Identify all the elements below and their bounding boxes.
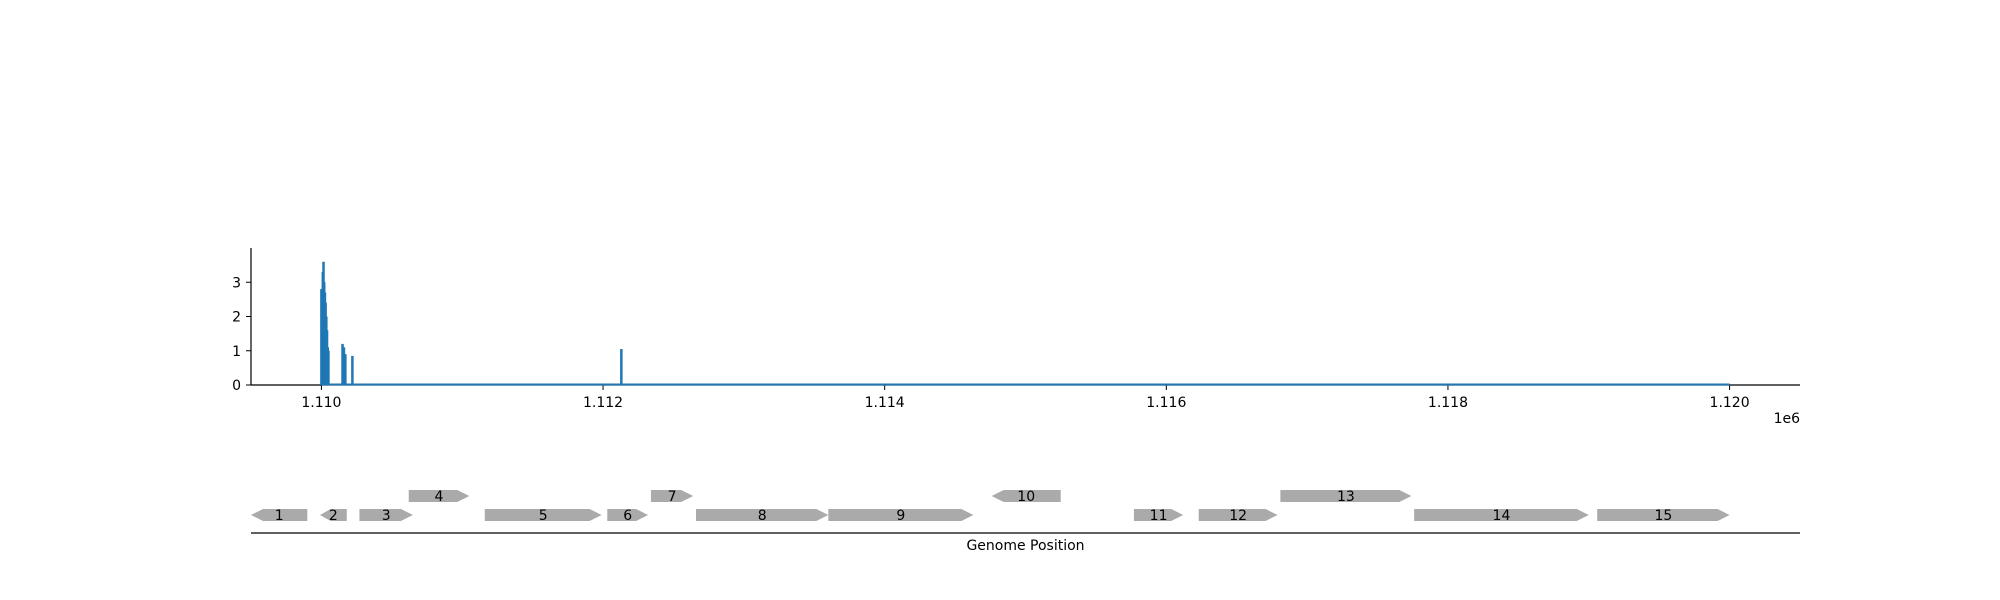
gene-label: 14 [1493,508,1511,524]
gene-label: 13 [1337,489,1355,505]
gene-arrow [607,509,649,521]
gene-label: 5 [539,508,548,524]
gene-arrow [1198,509,1278,521]
gene-arrow [1597,509,1730,521]
y-tick-label: 0 [232,378,241,394]
gene-label: 2 [329,508,338,524]
gene-label: 3 [382,508,391,524]
gene-arrow [1414,509,1589,521]
gene-arrow [484,509,602,521]
x-offset-label: 1e6 [1774,411,1801,427]
genome-position-label: Genome Position [966,538,1084,554]
gene-arrow [251,509,308,521]
gene-label: 15 [1654,508,1672,524]
gene-label: 10 [1017,489,1035,505]
y-tick-label: 3 [232,275,241,291]
gene-label: 8 [758,508,767,524]
gene-arrow [650,490,694,502]
x-tick-label: 1.118 [1428,395,1468,411]
y-tick-label: 1 [232,344,241,360]
x-tick-label: 1.116 [1146,395,1186,411]
gene-arrow [1133,509,1184,521]
gene-arrow [991,490,1061,502]
gene-arrow [359,509,413,521]
x-tick-label: 1.114 [865,395,905,411]
gene-label: 12 [1229,508,1247,524]
x-tick-label: 1.112 [583,395,623,411]
gene-arrow [320,509,347,521]
gene-label: 9 [896,508,905,524]
y-tick-label: 2 [232,310,241,326]
x-tick-label: 1.110 [301,395,341,411]
gene-arrow [1280,490,1412,502]
x-tick-label: 1.120 [1710,395,1750,411]
gene-label: 6 [623,508,632,524]
gene-arrow [695,509,829,521]
gene-label: 11 [1150,508,1168,524]
gene-label: 7 [668,489,677,505]
gene-arrow [408,490,470,502]
gene-label: 1 [275,508,284,524]
gene-label: 4 [435,489,444,505]
gene-arrow [828,509,974,521]
